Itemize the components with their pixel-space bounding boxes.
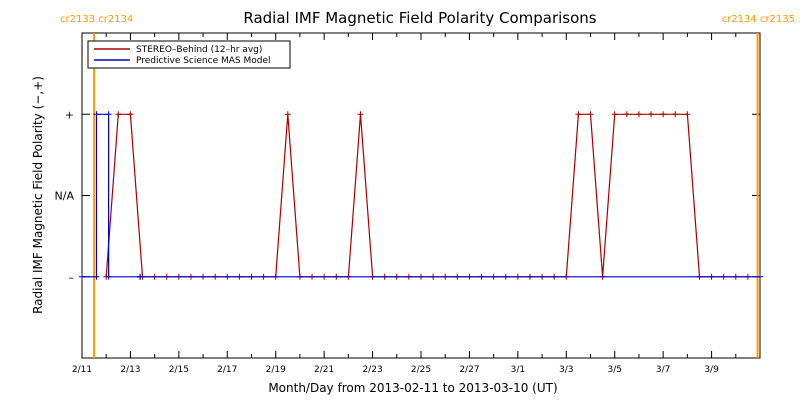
series-0-point [284, 111, 291, 118]
x-tick-label-9: 3/1 [511, 365, 525, 375]
series-0-point [357, 111, 364, 118]
y-tick-label-0: + [65, 108, 74, 121]
x-tick-label-6: 2/23 [362, 365, 382, 375]
series-1-point [93, 273, 100, 280]
series-0-point [684, 111, 691, 118]
series-0-point [611, 111, 618, 118]
x-tick-label-3: 2/17 [217, 365, 237, 375]
series-line-1 [82, 113, 760, 278]
x-tick-label-12: 3/7 [656, 365, 670, 375]
x-tick-label-0: 2/11 [72, 365, 92, 375]
x-tick-label-1: 2/13 [120, 365, 140, 375]
x-tick-label-8: 2/27 [459, 365, 479, 375]
y-tick-label-1: N/A [55, 190, 75, 203]
series-0-point [587, 111, 594, 118]
x-tick-label-13: 3/9 [704, 365, 719, 375]
plot-frame [81, 32, 761, 359]
legend-entry-1: Predictive Science MAS Model [136, 56, 271, 66]
series-1-point [757, 273, 763, 280]
legend-box [87, 40, 291, 69]
series-1-point [137, 273, 144, 280]
series-line-0 [105, 113, 748, 278]
x-axis-label: Month/Day from 2013-02-11 to 2013-03-10 … [268, 381, 557, 395]
series-1-point [105, 273, 112, 280]
series-0-point [660, 111, 667, 118]
series-0-point [115, 111, 122, 118]
x-tick-label-4: 2/19 [266, 365, 286, 375]
series-1-point [105, 111, 112, 118]
series-0-point [127, 111, 134, 118]
series-0-point [623, 111, 630, 118]
series-0-point [648, 111, 655, 118]
x-tick-label-11: 3/5 [607, 365, 621, 375]
series-0-point [575, 111, 582, 118]
series-1-point [79, 273, 85, 280]
series-0-point [635, 111, 642, 118]
chart-title: Radial IMF Magnetic Field Polarity Compa… [243, 9, 596, 27]
y-tick-label-2: – [69, 271, 75, 284]
series-1-point [93, 111, 100, 118]
carrington-label-0: cr2133 cr2134 [60, 14, 133, 25]
x-tick-label-7: 2/25 [411, 365, 431, 375]
plot-area: 2/11 2/13 2/15 2/17 2/19 2/21 2/23 2/25 2/27 3/1 3… [55, 14, 795, 375]
series-0-point [672, 111, 679, 118]
carrington-label-1: cr2134 cr2135 [722, 14, 795, 25]
legend-entry-0: STEREO–Behind (12–hr avg) [136, 45, 262, 55]
x-tick-label-10: 3/3 [559, 365, 573, 375]
y-axis-label: Radial IMF Magnetic Field Polarity (−,+) [31, 76, 45, 314]
x-tick-label-5: 2/21 [314, 365, 334, 375]
x-tick-label-2: 2/15 [169, 365, 189, 375]
